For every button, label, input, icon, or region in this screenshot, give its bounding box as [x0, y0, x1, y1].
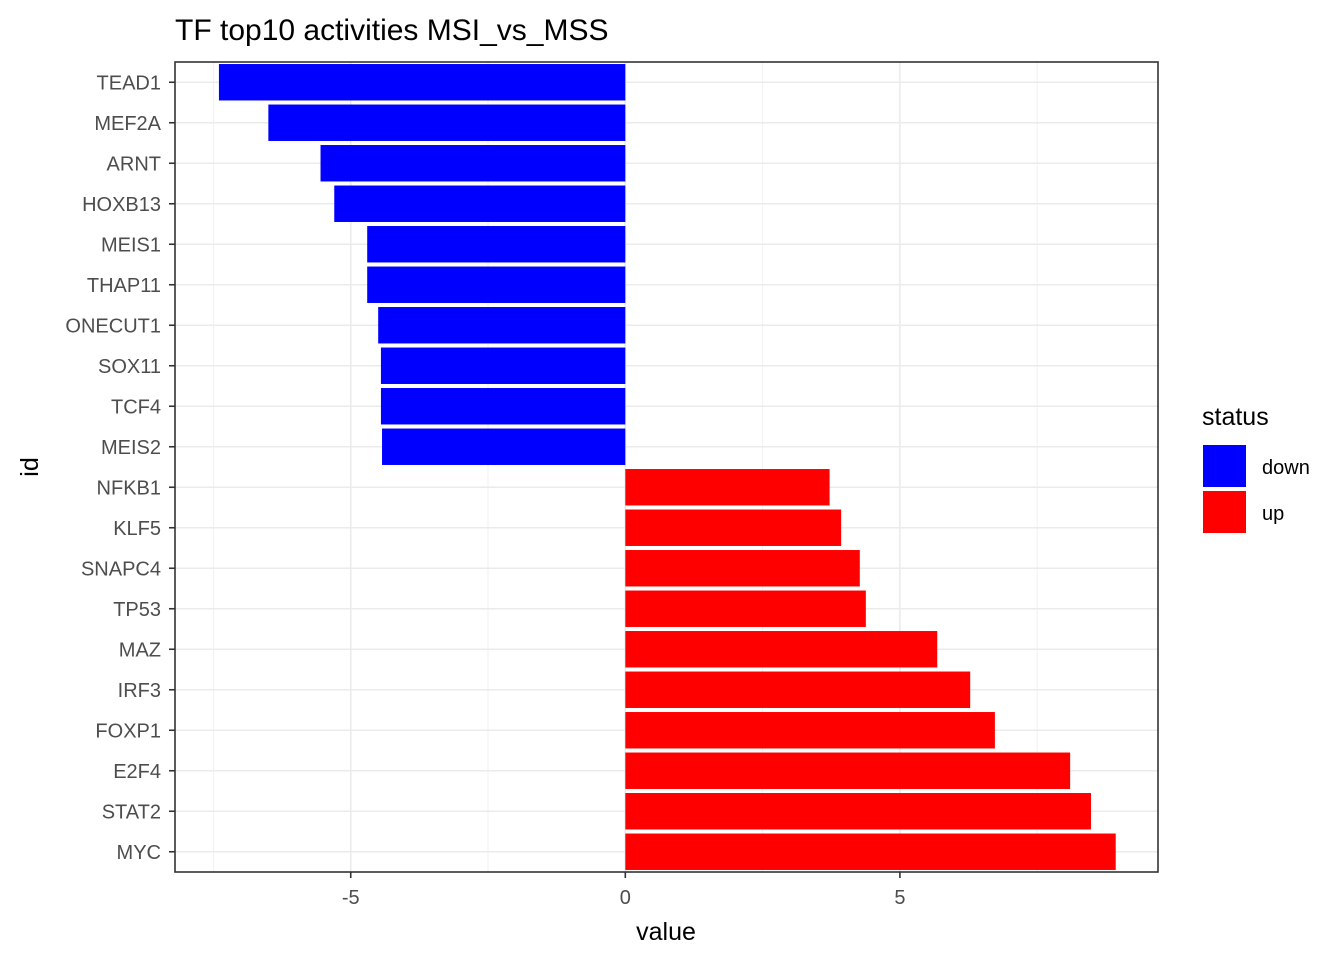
- y-tick-label: MYC: [117, 842, 161, 864]
- bar-stat2: [625, 793, 1092, 830]
- bar-maz: [625, 631, 938, 668]
- y-tick-label: THAP11: [87, 275, 161, 297]
- bar-onecut1: [378, 307, 626, 344]
- y-tick-label: TEAD1: [97, 72, 161, 94]
- y-tick-label: FOXP1: [95, 720, 161, 742]
- x-axis: -5 0 5: [342, 872, 905, 909]
- bar-snapc4: [625, 550, 860, 587]
- plot-border: [174, 61, 1159, 873]
- y-tick-label: MAZ: [119, 639, 161, 661]
- y-tick-label: MEIS2: [101, 437, 161, 459]
- y-tick-label: SNAPC4: [81, 558, 161, 580]
- y-tick-label: HOXB13: [82, 194, 161, 216]
- bar-e2f4: [625, 752, 1071, 789]
- bar-tcf4: [380, 388, 626, 425]
- y-tick-label: STAT2: [102, 801, 161, 823]
- y-tick-label: ONECUT1: [65, 315, 161, 337]
- bar-sox11: [380, 347, 626, 384]
- y-tick-label: MEIS1: [101, 234, 161, 256]
- legend-label-up: up: [1262, 503, 1284, 525]
- legend-key-down: [1203, 445, 1246, 487]
- bar-myc: [625, 833, 1116, 870]
- bar-thap11: [367, 266, 626, 303]
- x-tick-label: 0: [620, 887, 631, 909]
- legend: status down up: [1202, 403, 1310, 533]
- bar-mef2a: [268, 104, 626, 141]
- y-tick-label: ARNT: [107, 153, 161, 175]
- y-tick-label: KLF5: [113, 518, 161, 540]
- y-tick-label: IRF3: [118, 680, 161, 702]
- chart-title: TF top10 activities MSI_vs_MSS: [175, 14, 608, 47]
- bar-irf3: [625, 671, 971, 708]
- x-tick-label: -5: [342, 887, 360, 909]
- legend-title: status: [1202, 403, 1269, 431]
- y-axis: TEAD1 MEF2A ARNT HOXB13 MEIS1 THAP11 ONECUT1 SO…: [65, 72, 175, 864]
- y-tick-label: NFKB1: [97, 477, 161, 499]
- legend-key-up: [1203, 491, 1246, 533]
- y-tick-label: TP53: [113, 599, 161, 621]
- bar-nfkb1: [625, 469, 830, 506]
- x-axis-title: value: [636, 918, 696, 946]
- bars: [218, 64, 1116, 870]
- bar-arnt: [320, 145, 626, 182]
- bar-foxp1: [625, 712, 995, 749]
- y-axis-title: id: [16, 457, 44, 476]
- legend-label-down: down: [1262, 457, 1310, 479]
- bar-meis1: [367, 226, 626, 263]
- bar-klf5: [625, 509, 842, 546]
- bar-tp53: [625, 590, 866, 627]
- y-tick-label: E2F4: [113, 761, 161, 783]
- plot-panel: [175, 62, 1158, 872]
- bar-meis2: [382, 428, 626, 465]
- y-tick-label: MEF2A: [94, 113, 161, 135]
- y-tick-label: SOX11: [98, 356, 161, 378]
- y-tick-label: TCF4: [111, 396, 161, 418]
- x-tick-label: 5: [894, 887, 905, 909]
- bar-tead1: [218, 64, 626, 101]
- bar-hoxb13: [334, 185, 626, 222]
